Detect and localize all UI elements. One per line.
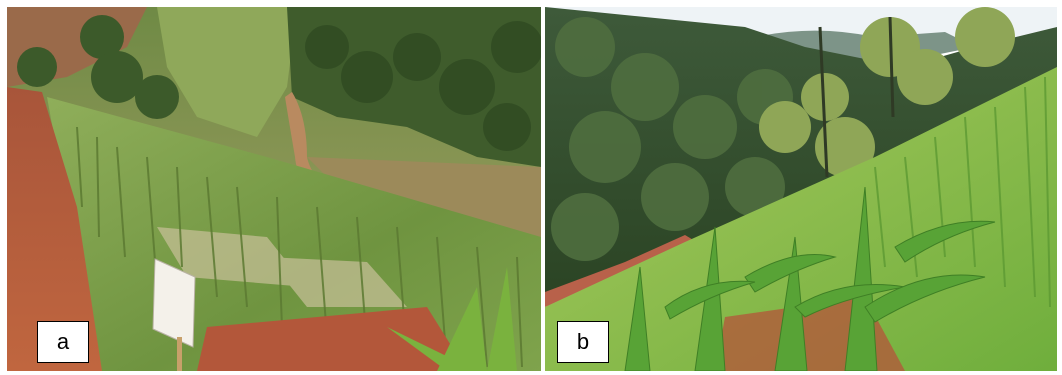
maize-slope-photo-b [545, 7, 1057, 371]
panel-label-a: a [37, 321, 89, 363]
panel-label-b: b [557, 321, 609, 363]
photo-panel-b: b [545, 7, 1057, 371]
photo-panel-a: a [7, 7, 541, 371]
hillside-photo-a [7, 7, 541, 371]
